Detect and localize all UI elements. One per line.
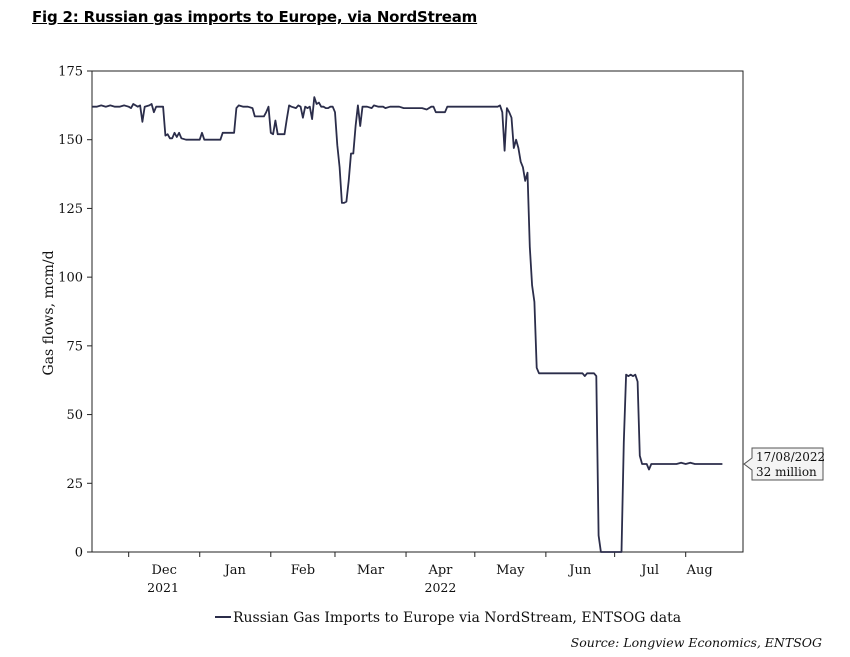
x-tick-label: Apr	[427, 563, 453, 578]
y-tick-label: 0	[75, 546, 83, 561]
y-tick-label: 150	[58, 133, 83, 148]
x-tick-label: May	[496, 563, 525, 578]
x-tick-label: Dec	[152, 563, 177, 578]
plot-border	[91, 70, 744, 553]
annotation-date: 17/08/2022	[756, 450, 825, 464]
legend: Russian Gas Imports to Europe via NordSt…	[215, 610, 681, 626]
x-tick-label: Mar	[357, 563, 385, 578]
legend-label: Russian Gas Imports to Europe via NordSt…	[233, 610, 681, 626]
plot-frame	[91, 70, 744, 553]
source-note: Source: Longview Economics, ENTSOG	[570, 635, 822, 650]
y-tick-label: 100	[58, 271, 83, 286]
y-tick-label: 175	[58, 65, 83, 80]
annotation-value: 32 million	[756, 465, 817, 479]
x-tick-label: Aug	[686, 563, 713, 578]
annotation-box	[743, 447, 824, 481]
y-tick-label: 125	[58, 202, 83, 217]
y-tick-label: 50	[66, 408, 83, 423]
series-layer	[92, 96, 723, 553]
x-tick-label: Feb	[291, 563, 315, 578]
x-tick-label: Jan	[223, 563, 247, 578]
x-year-label: 2021	[147, 580, 179, 595]
series-line	[92, 96, 723, 553]
y-tick-label: 25	[66, 477, 83, 492]
x-year-label: 2022	[425, 580, 457, 595]
x-axis: Dec Jan Feb Mar Apr May Jun Jul Aug 2021 2022	[128, 552, 713, 595]
y-axis: 0 25 50 75 100 125 150 175	[58, 65, 92, 561]
x-tick-label: Jun	[567, 563, 592, 578]
figure-title: Fig 2: Russian gas imports to Europe, vi…	[32, 8, 478, 26]
x-tick-label: Jul	[639, 563, 659, 578]
y-axis-label: Gas flows, mcm/d	[41, 250, 57, 375]
y-tick-label: 75	[66, 339, 83, 354]
